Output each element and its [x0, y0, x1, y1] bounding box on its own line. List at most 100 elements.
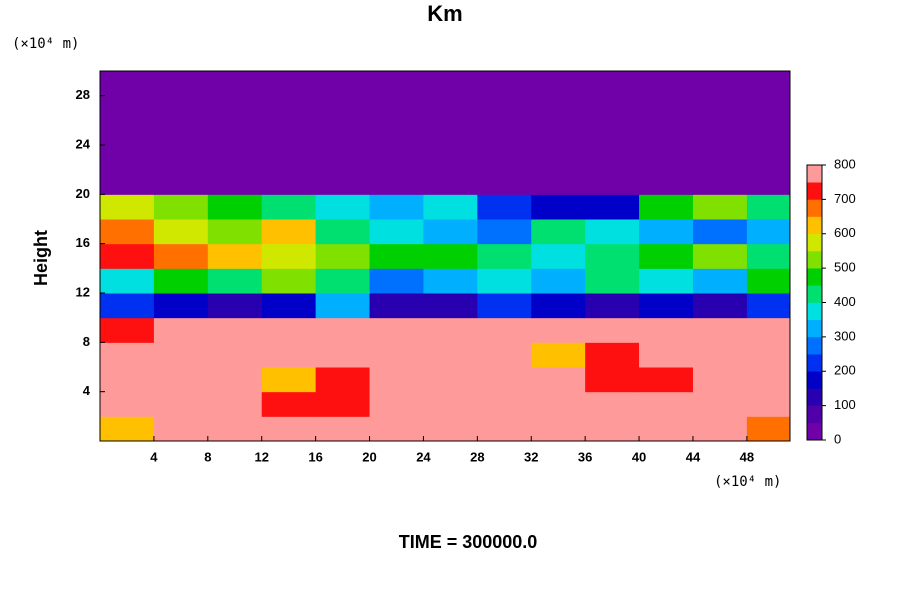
y-axis-label: Height	[31, 230, 51, 286]
x-tick-label: 4	[150, 449, 158, 464]
footer: TIME = 300000.0	[399, 532, 538, 552]
heat-cell	[531, 416, 586, 442]
y-tick-label: 12	[76, 284, 90, 299]
colorbar-swatch	[807, 354, 822, 372]
heat-cell	[585, 219, 640, 245]
heat-cell	[585, 71, 640, 195]
heat-cell	[153, 367, 209, 393]
heat-cell	[315, 293, 371, 319]
heat-cell	[477, 317, 532, 343]
heat-cell	[315, 342, 371, 368]
x-tick-label: 32	[524, 449, 538, 464]
heat-cell	[153, 71, 209, 195]
heat-cell	[100, 194, 155, 220]
y-tick-label: 4	[83, 383, 91, 398]
x-unit-label: (×10⁴ m)	[714, 474, 781, 490]
heat-cell	[746, 293, 791, 319]
heat-cell	[746, 243, 791, 269]
colorbar-swatch	[807, 302, 822, 320]
heat-cell	[315, 243, 371, 269]
colorbar-swatch	[807, 319, 822, 338]
heat-cell	[639, 391, 694, 417]
heat-cell	[153, 194, 209, 220]
heat-cell	[207, 71, 263, 195]
heat-cell	[423, 416, 478, 442]
heat-cell	[369, 71, 424, 195]
heat-cell	[423, 268, 478, 294]
heat-cell	[639, 219, 694, 245]
colorbar-tick-label: 0	[834, 431, 841, 446]
heat-cell	[261, 293, 317, 319]
heat-cell	[315, 219, 371, 245]
heat-cell	[100, 219, 155, 245]
heat-cell	[153, 391, 209, 417]
heat-cell	[369, 293, 424, 319]
heat-cell	[153, 293, 209, 319]
heat-cell	[639, 367, 694, 393]
colorbar-swatch	[807, 371, 822, 389]
heat-cell	[692, 367, 748, 393]
colorbar-tick-label: 500	[834, 260, 856, 275]
heat-cell	[369, 219, 424, 245]
heat-cell	[207, 416, 263, 442]
heat-cell	[692, 391, 748, 417]
heat-cell	[692, 342, 748, 368]
y-tick-label: 16	[76, 235, 90, 250]
heat-cell	[639, 194, 694, 220]
heat-cell	[261, 219, 317, 245]
heat-cell	[207, 342, 263, 368]
heat-cell	[315, 71, 371, 195]
heat-cell	[477, 416, 532, 442]
colorbar-swatch	[807, 336, 822, 355]
heat-cell	[639, 293, 694, 319]
heat-cell	[153, 219, 209, 245]
heat-cell	[692, 416, 748, 442]
colorbar-swatch	[807, 388, 822, 406]
x-tick-label: 12	[254, 449, 268, 464]
colorbar-swatch	[807, 422, 822, 441]
heat-cell	[477, 243, 532, 269]
heat-cell	[477, 342, 532, 368]
colorbar-swatch	[807, 285, 822, 303]
heat-cell	[585, 367, 640, 393]
y-unit-label: (×10⁴ m)	[12, 36, 79, 52]
y-tick-label: 28	[76, 87, 90, 102]
x-tick-label: 8	[204, 449, 211, 464]
heat-cell	[746, 342, 791, 368]
heat-cell	[477, 219, 532, 245]
colorbar-tick-label: 400	[834, 294, 856, 309]
chart-title: Km	[427, 1, 462, 26]
heat-cell	[585, 194, 640, 220]
heat-cell	[369, 367, 424, 393]
heat-cell	[423, 317, 478, 343]
heat-cell	[639, 268, 694, 294]
heat-cell	[639, 342, 694, 368]
heat-cell	[153, 342, 209, 368]
heat-cell	[531, 243, 586, 269]
heat-cell	[369, 391, 424, 417]
heat-cell	[100, 391, 155, 417]
heat-cell	[692, 219, 748, 245]
heat-cell	[423, 219, 478, 245]
heat-cell	[369, 243, 424, 269]
heat-cell	[423, 342, 478, 368]
heat-cell	[100, 317, 155, 343]
heat-cell	[207, 194, 263, 220]
heat-cell	[100, 243, 155, 269]
y-tick-label: 24	[76, 136, 91, 151]
heat-cell	[692, 317, 748, 343]
heat-cell	[746, 416, 791, 442]
heat-cell	[477, 268, 532, 294]
heat-cell	[746, 219, 791, 245]
heat-cell	[531, 342, 586, 368]
heat-cell	[261, 317, 317, 343]
heat-cell	[639, 416, 694, 442]
heat-cell	[261, 71, 317, 195]
x-tick-label: 20	[362, 449, 376, 464]
heat-cell	[692, 243, 748, 269]
heat-cell	[639, 317, 694, 343]
heat-cell	[153, 416, 209, 442]
heat-cell	[585, 243, 640, 269]
heat-cell	[585, 268, 640, 294]
